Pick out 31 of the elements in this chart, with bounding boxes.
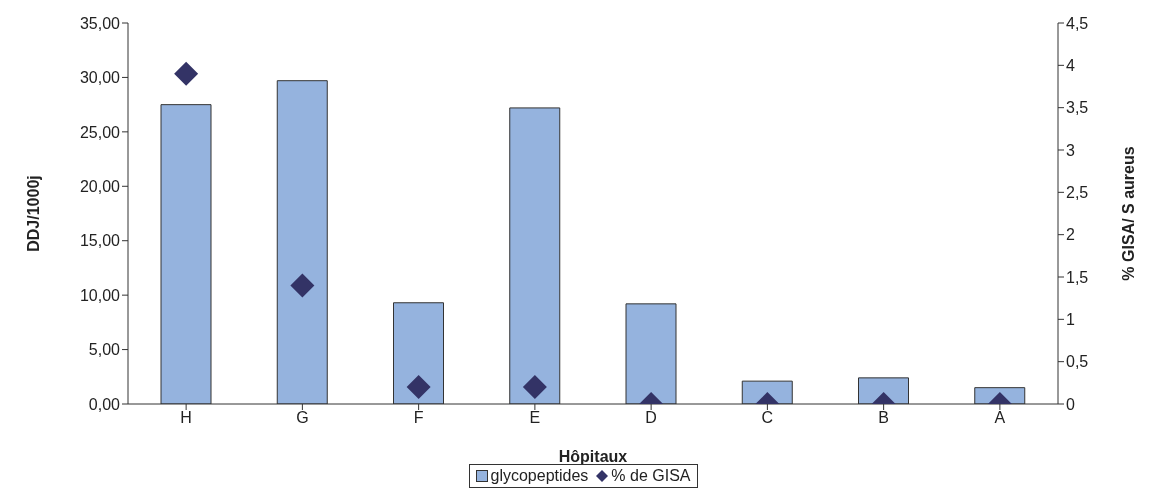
y2-tick-label: 3 [1066,141,1075,159]
y2-tick-label: 3,5 [1066,99,1089,117]
y-tick-label: 10,00 [79,286,121,304]
x-tick-label: F [413,409,424,427]
x-tick-label: E [529,409,541,427]
y2-tick-label: 0 [1066,395,1075,413]
y2-tick-label: 4,5 [1066,14,1089,32]
y-tick-label: 20,00 [79,177,121,195]
y2-axis-title: % GISA/ S aureus [1119,146,1137,281]
y-tick-label: 15,00 [79,232,121,250]
y2-tick-label: 2,5 [1066,184,1089,202]
x-tick-label: B [878,409,889,427]
y-axis-title: DDJ/1000j [24,175,42,252]
x-tick-label: D [645,409,657,427]
y2-tick-label: 1,5 [1066,268,1089,286]
x-tick-label: H [180,409,192,427]
y-tick-label: 0,00 [88,395,121,413]
y2-tick-label: 4 [1066,57,1075,75]
x-tick-label: C [761,409,774,427]
x-tick-label: A [994,409,1006,427]
y2-tick-label: 2 [1066,226,1075,244]
y-tick-label: 5,00 [88,341,121,359]
y-tick-label: 35,00 [79,14,121,32]
x-tick-label: G [296,409,309,427]
x-axis-title: Hôpitaux [558,448,628,465]
y2-tick-label: 1 [1066,311,1075,329]
legend-label: % de GISA [611,467,691,485]
y2-tick-label: 0,5 [1066,353,1089,371]
legend-label: glycopeptides [490,467,589,485]
y-tick-label: 25,00 [79,123,121,141]
y-tick-label: 30,00 [79,69,121,87]
